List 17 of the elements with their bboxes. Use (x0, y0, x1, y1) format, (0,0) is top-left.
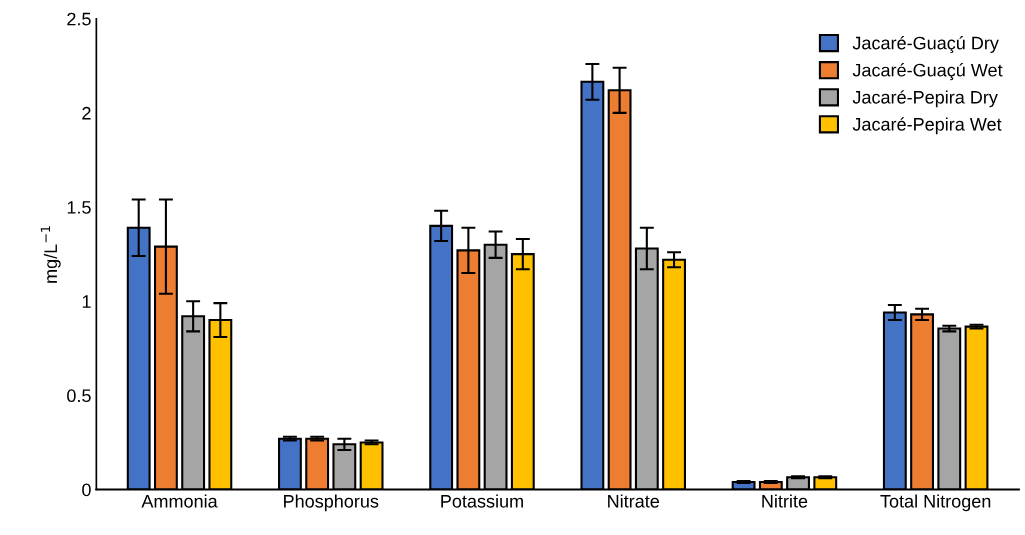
legend-label: Jacaré-Guaçú Dry (852, 35, 999, 54)
y-tick-label: 0 (82, 483, 91, 497)
x-tick-label: Phosphorus (284, 494, 379, 512)
x-tick-label: Total Nitrogen (880, 494, 991, 512)
x-tick-label: Nitrate (608, 494, 659, 508)
x-tick-label: Ammonia (141, 494, 218, 508)
y-tick-label: 0.5 (67, 389, 91, 403)
y-tick-label: 1.5 (67, 201, 91, 214)
y-axis-title: mg/L$^{−1}$ (40, 226, 61, 283)
y-tick-label: 2 (82, 106, 91, 120)
legend-label: Jacaré-Pepira Wet (852, 117, 1002, 135)
y-tick-label: 2.5 (67, 12, 91, 26)
legend-label: Jacaré-Pepira Dry (852, 90, 998, 108)
x-tick-label: Nitrite (762, 494, 808, 508)
legend-label: Jacaré-Guaçú Wet (852, 63, 1003, 81)
y-tick-label: 1 (82, 295, 91, 308)
x-tick-label: Potassium (441, 494, 523, 508)
